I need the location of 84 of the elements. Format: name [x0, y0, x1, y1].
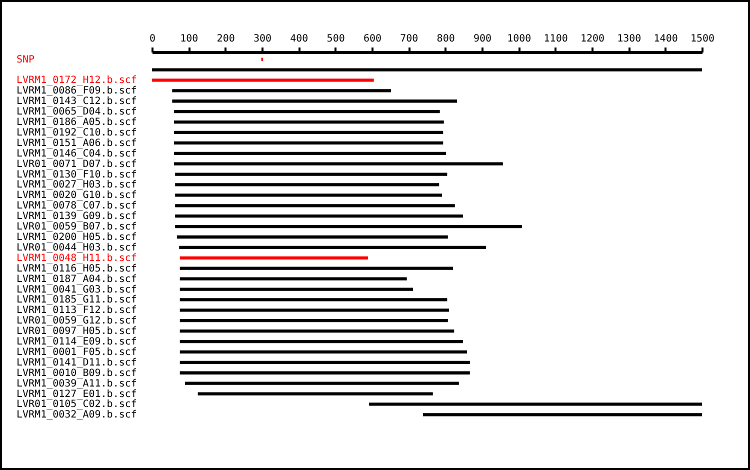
y-tick-label: LVRM1_0086_F09.b.scf	[16, 86, 137, 97]
bar	[175, 204, 455, 208]
y-tick-label: SNP	[16, 54, 35, 66]
x-tick-label: 1200	[580, 34, 605, 44]
x-tick-label: 700	[400, 34, 418, 44]
y-tick-label: LVRM1_0039_A11.b.scf	[16, 378, 137, 390]
x-tick-label: 1100	[544, 34, 568, 44]
y-tick-label: LVRM1_0143_C12.b.scf	[16, 96, 137, 108]
bar	[180, 256, 368, 260]
bar	[172, 100, 458, 103]
x-tick-label: 200	[216, 34, 235, 44]
y-tick-label: LVRM1_0114_E09.b.scf	[16, 336, 137, 348]
y-tick-label: LVRM1_0151_A06.b.scf	[16, 138, 137, 149]
y-tick-label: LVR01_0071_D07.b.scf	[16, 158, 137, 170]
x-tick-label: 1300	[617, 34, 642, 44]
y-tick-label: LVR01_0097_H05.b.scf	[16, 326, 137, 338]
y-tick-label: LVRM1_0010_B09.b.scf	[16, 368, 137, 379]
bar	[422, 413, 702, 416]
bar	[180, 319, 448, 322]
y-tick-label: LVRM1_0041_G03.b.scf	[16, 284, 137, 296]
bar	[174, 141, 444, 144]
y-tick-label: LVRM1_0200_H05.b.scf	[16, 232, 137, 243]
y-tick-label: LVRM1_0065_D04.b.scf	[16, 106, 137, 118]
bar	[180, 288, 414, 291]
bar	[174, 152, 446, 155]
bar	[180, 371, 470, 374]
y-tick-label: LVRM1_0001_F05.b.scf	[16, 346, 137, 358]
bar	[176, 235, 448, 239]
x-tick-label: 1500	[690, 34, 715, 44]
y-tick-label: LVRM1_0032_A09.b.scf	[16, 410, 137, 421]
x-tick-label: 800	[436, 34, 455, 44]
bar	[180, 277, 407, 280]
bar	[175, 224, 522, 228]
y-tick-label: LVRM1_0186_A05.b.scf	[16, 117, 137, 128]
bar	[175, 172, 448, 176]
bar	[174, 130, 444, 134]
y-tick-label: LVRM1_0048_H11.b.scf	[16, 252, 137, 264]
bar	[152, 68, 702, 72]
y-tick-label: LVR01_0105_C02.b.scf	[16, 399, 137, 410]
bar	[175, 214, 463, 218]
x-tick-label: 300	[253, 34, 272, 44]
y-tick-label: LVRM1_0027_H03.b.scf	[16, 180, 137, 191]
y-tick-label: LVRM1_0020_G10.b.scf	[16, 190, 137, 202]
y-tick-label: LVRM1_0116_H05.b.scf	[16, 263, 137, 274]
y-tick-label: LVRM1_0146_C04.b.scf	[16, 148, 137, 160]
y-tick-label: LVRM1_0113_F12.b.scf	[16, 305, 137, 316]
x-tick-label: 1400	[654, 34, 678, 44]
x-tick-label: 900	[473, 34, 492, 44]
y-tick-label: LVRM1_0139_G09.b.scf	[16, 211, 137, 222]
x-tick-label: 0	[149, 34, 156, 44]
bar	[180, 308, 449, 312]
y-tick-label: LVRM1_0192_C10.b.scf	[16, 127, 137, 138]
bar	[179, 246, 486, 250]
bar	[180, 360, 470, 364]
y-tick-label: LVRM1_0127_E01.b.scf	[16, 388, 137, 400]
bar	[174, 110, 440, 114]
y-tick-label: LVRM1_0187_A04.b.scf	[16, 274, 137, 285]
bar	[172, 89, 392, 92]
bar	[175, 194, 442, 197]
bar	[180, 266, 454, 270]
x-tick-label: 500	[326, 34, 345, 44]
y-tick-label: LVRM1_0141_D11.b.scf	[16, 357, 137, 368]
y-tick-label: LVR01_0059_G12.b.scf	[16, 316, 137, 327]
bar	[174, 162, 503, 166]
x-tick-label: 400	[290, 34, 308, 44]
y-tick-label: LVRM1_0172_H12.b.scf	[16, 75, 137, 86]
bar	[185, 382, 459, 385]
x-tick-label: 600	[363, 34, 382, 44]
bar	[198, 392, 433, 396]
y-tick-label: LVRM1_0078_C07.b.scf	[16, 200, 137, 212]
bar	[180, 298, 448, 302]
bar	[175, 183, 440, 186]
y-tick-label: LVRM1_0185_G11.b.scf	[16, 294, 137, 306]
y-tick-label: LVR01_0059_B07.b.scf	[16, 222, 137, 233]
bar	[174, 120, 444, 124]
x-tick-label: 100	[180, 34, 198, 44]
bar	[369, 402, 702, 406]
bar	[180, 340, 463, 344]
x-tick-label: 1000	[507, 34, 532, 44]
y-tick-label: LVR01_0044_H03.b.scf	[16, 242, 137, 254]
y-tick-label: LVRM1_0130_F10.b.scf	[16, 169, 137, 180]
bar	[180, 330, 454, 333]
bar	[180, 350, 467, 354]
bar	[152, 78, 374, 82]
